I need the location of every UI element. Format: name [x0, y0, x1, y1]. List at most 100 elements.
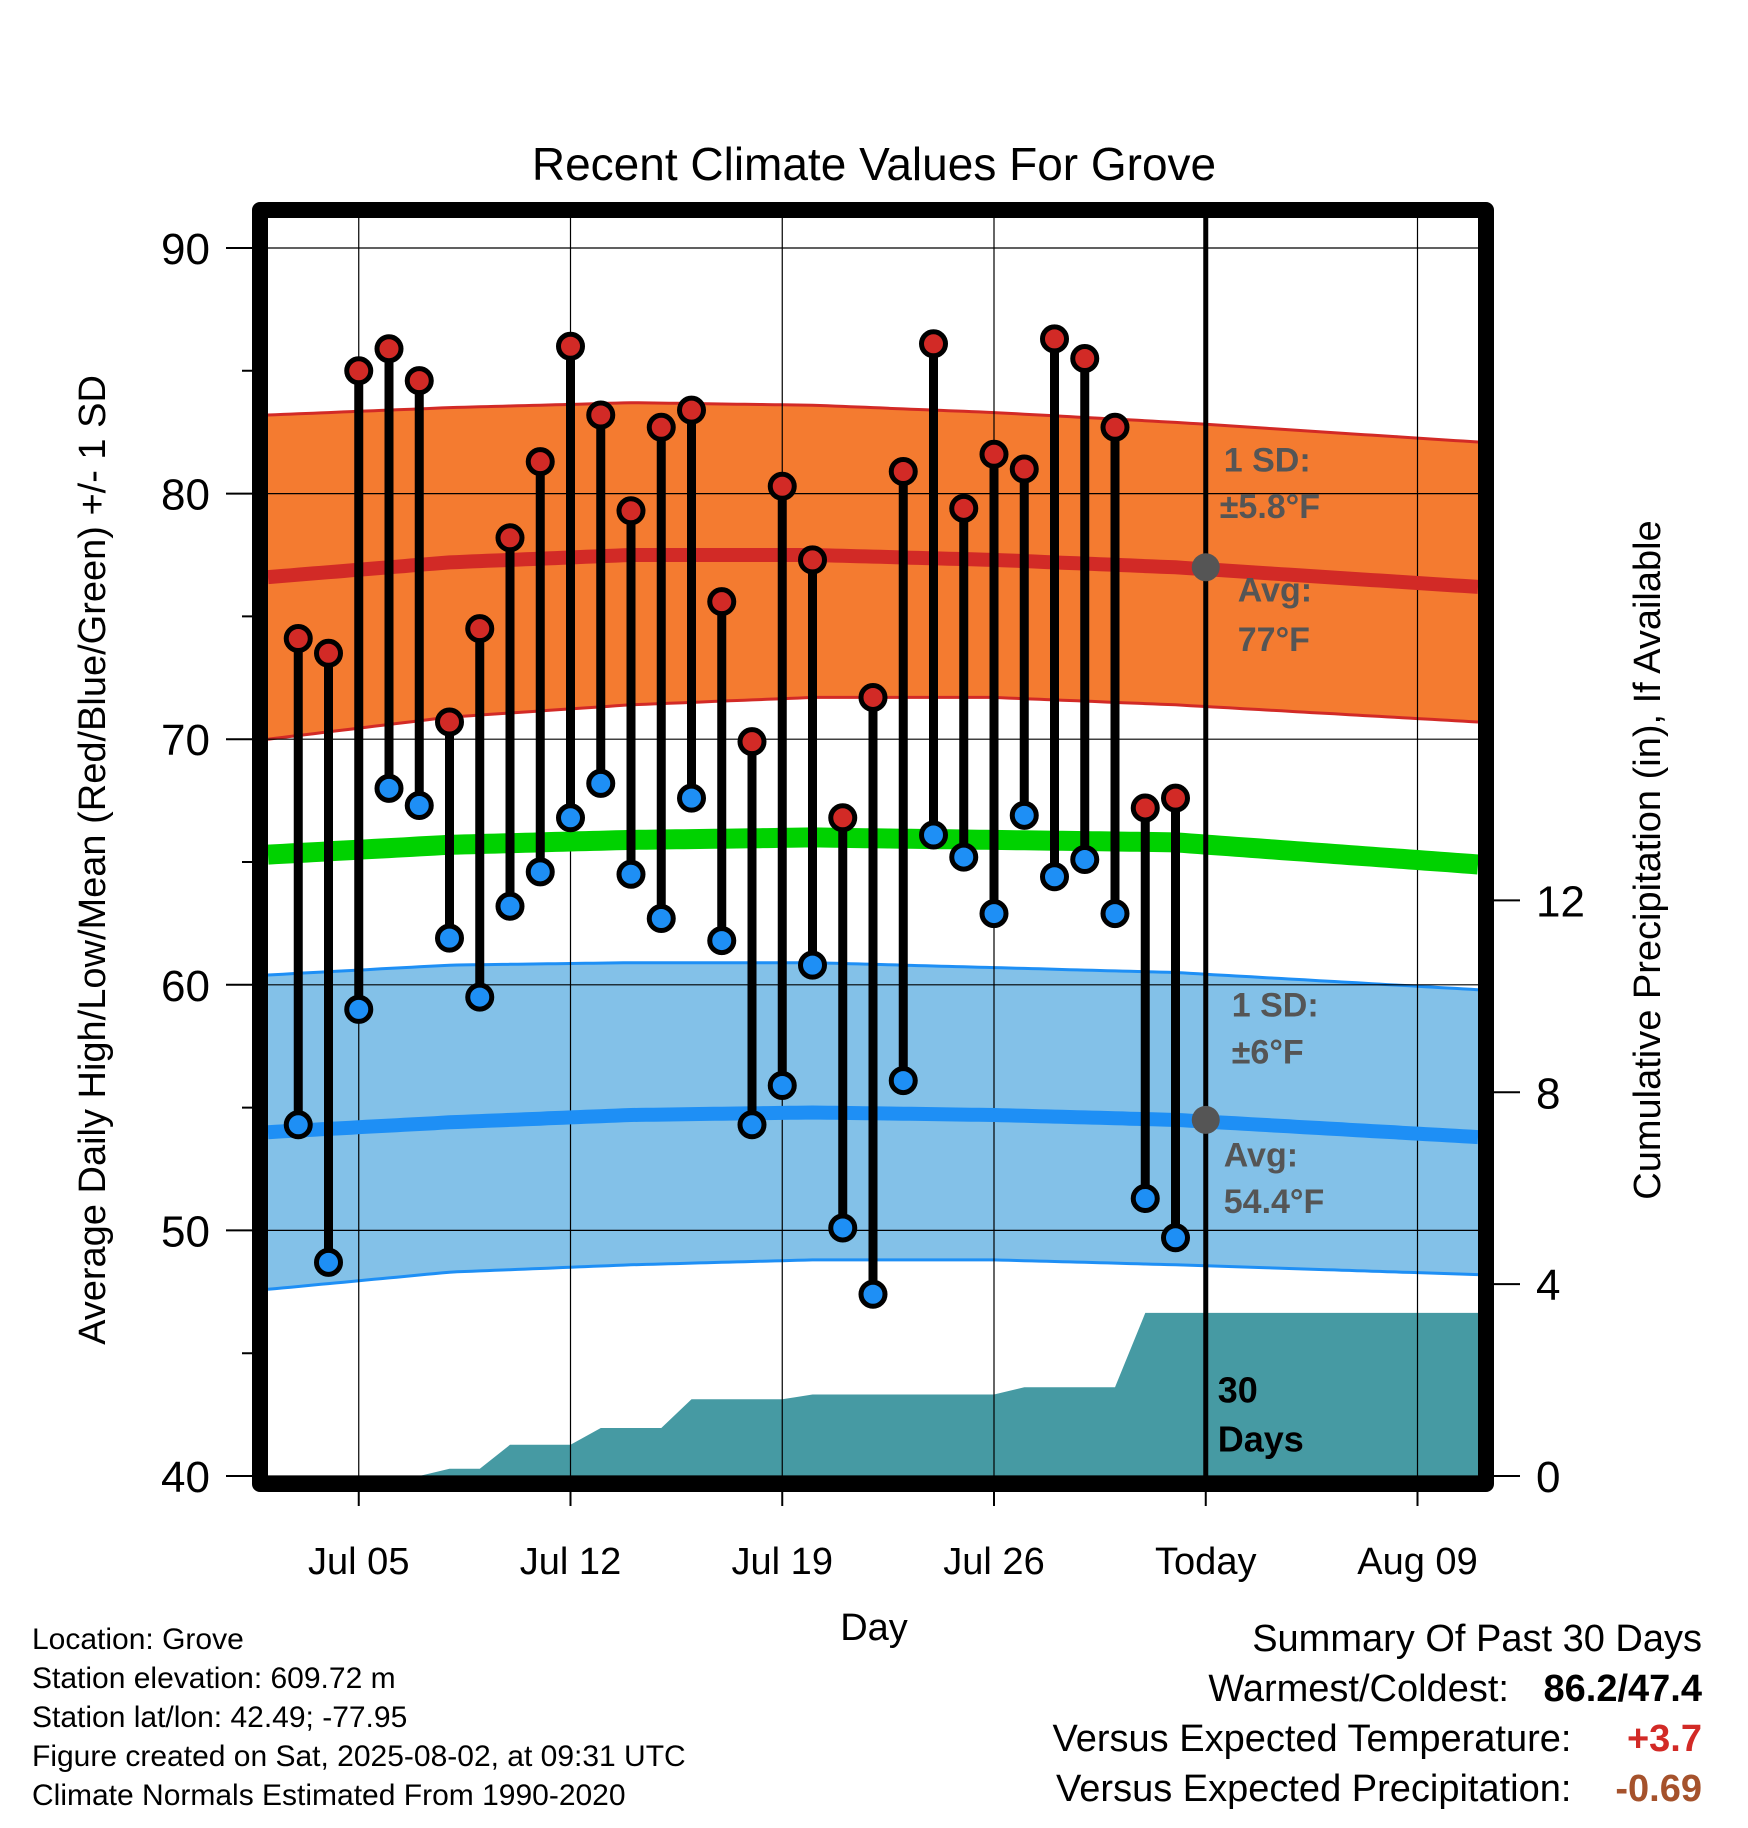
daily-high-point: [525, 447, 555, 477]
y-tick-label: 90: [161, 225, 210, 274]
daily-low-point: [374, 773, 404, 803]
daily-low-point: [465, 982, 495, 1012]
daily-low-point: [1009, 800, 1039, 830]
daily-low-point: [435, 923, 464, 953]
precip-area: [268, 1312, 1478, 1476]
x-axis-label: Day: [840, 1607, 908, 1649]
daily-high-point: [798, 545, 827, 575]
warmest-coldest-value: 86.2/47.4: [1543, 1668, 1702, 1710]
daily-low-point: [1070, 845, 1100, 875]
chart-title: Recent Climate Values For Grove: [532, 138, 1216, 190]
daily-low-point: [979, 899, 1009, 929]
precip-anomaly-row: Versus Expected Precipitation: -0.69: [1053, 1764, 1702, 1814]
daily-high-point: [435, 707, 464, 737]
daily-high-point: [828, 803, 858, 833]
daily-high-point: [888, 456, 918, 486]
low-avg-label: Avg:: [1224, 1137, 1298, 1175]
daily-high-point: [1161, 783, 1190, 813]
daily-low-point: [1100, 899, 1130, 929]
y-tick-label: 60: [161, 962, 210, 1011]
daily-high-point: [1070, 344, 1100, 374]
daily-low-point: [707, 926, 737, 956]
high-avg-label: Avg:: [1238, 572, 1312, 610]
daily-low-point: [677, 783, 706, 813]
high-avg-value: 77°F: [1238, 621, 1310, 659]
daily-high-point: [919, 329, 948, 359]
y-tick-label: 40: [161, 1453, 210, 1502]
today-high-avg-marker: [1191, 553, 1220, 582]
daily-low-point: [616, 859, 646, 889]
daily-low-point: [828, 1213, 858, 1243]
daily-high-point: [949, 493, 979, 523]
daily-high-point: [586, 400, 616, 430]
daily-high-point: [1040, 324, 1069, 354]
location-text: Location: Grove: [32, 1623, 244, 1656]
temp-anomaly-label: Versus Expected Temperature:: [1052, 1718, 1572, 1760]
daily-low-point: [888, 1066, 918, 1096]
temp-anomaly-value: +3.7: [1626, 1718, 1702, 1760]
daily-high-point: [495, 523, 525, 553]
low-sd-value: ±6°F: [1232, 1033, 1304, 1071]
window-label-number: 30: [1218, 1369, 1258, 1410]
daily-high-point: [1130, 793, 1160, 823]
elevation-text: Station elevation: 609.72 m: [32, 1662, 396, 1695]
latlon-text: Station lat/lon: 42.49; -77.95: [32, 1701, 408, 1734]
daily-high-point: [677, 395, 706, 425]
summary-panel: Summary Of Past 30 Days Warmest/Coldest:…: [1053, 1614, 1702, 1814]
daily-high-point: [374, 334, 404, 364]
daily-high-point: [1100, 412, 1130, 442]
x-tick-label: Jul 12: [520, 1541, 621, 1583]
daily-low-point: [314, 1247, 343, 1277]
high-sd-value: ±5.8°F: [1220, 488, 1320, 526]
daily-low-point: [1040, 862, 1069, 892]
daily-low-point: [646, 903, 676, 933]
daily-high-point: [767, 471, 797, 501]
daily-high-point: [556, 331, 585, 361]
daily-low-point: [283, 1110, 313, 1140]
plot-frame: [252, 202, 1494, 1492]
x-tick-label: Jul 19: [732, 1541, 833, 1583]
daily-low-point: [949, 842, 979, 872]
daily-low-point: [556, 803, 585, 833]
y-axis-label: Average Daily High/Low/Mean (Red/Blue/Gr…: [72, 375, 114, 1345]
daily-low-point: [404, 791, 434, 821]
station-info: Location: Grove Station elevation: 609.7…: [32, 1620, 686, 1815]
daily-low-point: [525, 857, 555, 887]
created-text: Figure created on Sat, 2025-08-02, at 09…: [32, 1740, 686, 1773]
x-tick-label: Jul 26: [943, 1541, 1044, 1583]
daily-high-point: [707, 587, 737, 617]
daily-low-point: [586, 768, 616, 798]
high-sd-upper-line: [267, 401, 1479, 444]
precip-anomaly-value: -0.69: [1615, 1768, 1702, 1810]
low-avg-value: 54.4°F: [1224, 1183, 1325, 1221]
daily-high-point: [314, 638, 343, 668]
daily-high-point: [344, 356, 374, 386]
daily-high-point: [465, 614, 495, 644]
warmest-coldest-row: Warmest/Coldest: 86.2/47.4: [1053, 1664, 1702, 1714]
daily-low-point: [737, 1110, 767, 1140]
daily-low-point: [495, 891, 525, 921]
y-tick-label: 80: [161, 471, 210, 520]
normals-text: Climate Normals Estimated From 1990-2020: [32, 1779, 626, 1812]
today-low-avg-marker: [1191, 1105, 1220, 1134]
daily-high-point: [1009, 454, 1039, 484]
high-avg-line: [267, 548, 1479, 594]
daily-low-point: [858, 1279, 888, 1309]
daily-high-point: [737, 727, 767, 757]
temp-anomaly-row: Versus Expected Temperature: +3.7: [1053, 1714, 1702, 1764]
low-sd-label: 1 SD:: [1232, 987, 1319, 1025]
y-tick-label: 70: [161, 716, 210, 765]
daily-high-point: [404, 366, 434, 396]
daily-high-point: [858, 682, 888, 712]
x-tick-label: Aug 09: [1357, 1541, 1477, 1583]
y-tick-label: 50: [161, 1207, 210, 1256]
x-tick-label: Jul 05: [308, 1541, 409, 1583]
summary-heading: Summary Of Past 30 Days: [1252, 1618, 1702, 1660]
window-label-unit: Days: [1218, 1418, 1304, 1459]
daily-low-point: [344, 994, 374, 1024]
y2-tick-label: 0: [1536, 1453, 1560, 1502]
y2-tick-label: 4: [1536, 1261, 1560, 1310]
y2-axis-label: Cumulative Precipitation (in), If Availa…: [1627, 520, 1669, 1199]
daily-low-point: [1161, 1223, 1190, 1253]
